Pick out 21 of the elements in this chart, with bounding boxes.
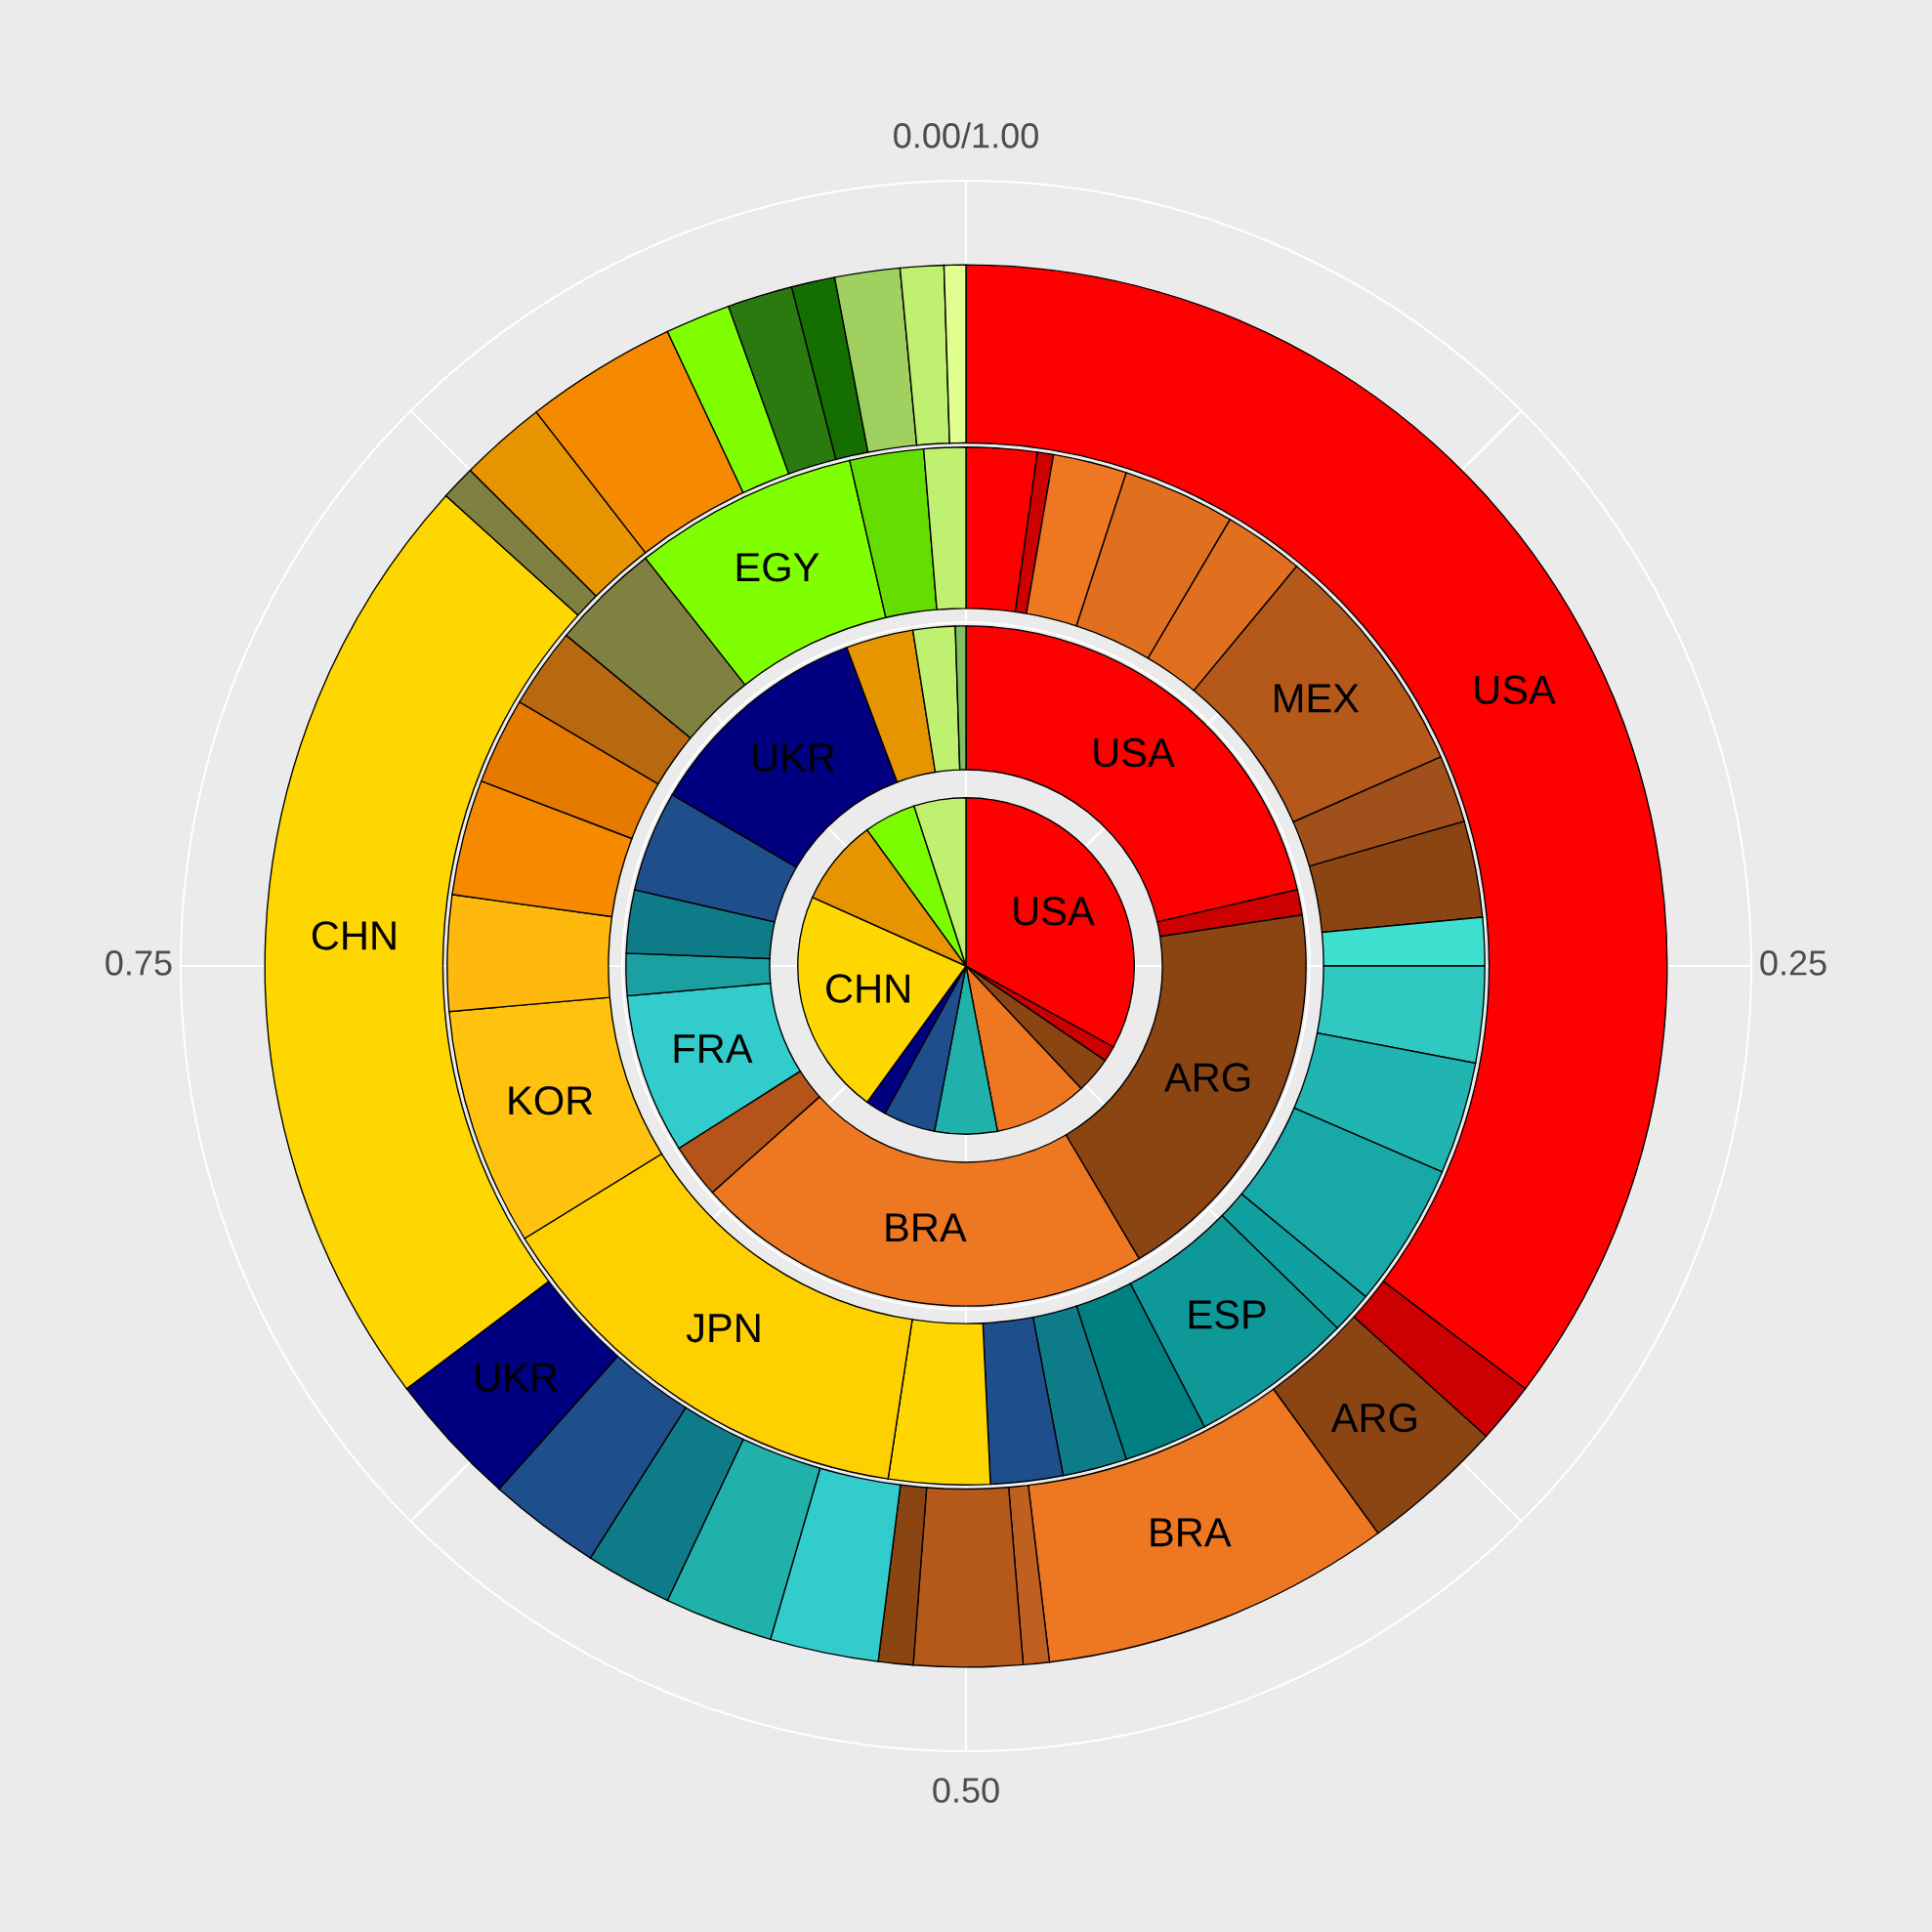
text: 0.75 xyxy=(105,950,172,976)
data-label: BRA xyxy=(886,1213,967,1242)
data-label: KOR xyxy=(509,1085,593,1115)
data-label: MEX xyxy=(1275,684,1360,713)
data-label: USA xyxy=(1475,675,1556,704)
data-label: FRA xyxy=(674,1034,753,1063)
data-label: UKR xyxy=(753,743,835,773)
data-label: CHN xyxy=(312,921,396,950)
data-label: JPN xyxy=(686,1314,760,1343)
data-label: USA xyxy=(1014,897,1095,926)
data-label: UKR xyxy=(476,1363,558,1392)
text: 0.50 xyxy=(933,1778,999,1803)
data-label: CHN xyxy=(826,974,909,1003)
text: 0.25 xyxy=(1760,950,1827,976)
data-label: EGY xyxy=(736,552,819,582)
data-label: USA xyxy=(1094,737,1175,768)
text: 0.00/1.00 xyxy=(894,122,1038,148)
data-label: ARG xyxy=(1164,1063,1250,1092)
data-label: ARG xyxy=(1330,1403,1416,1433)
data-label: ESP xyxy=(1189,1300,1266,1329)
data-label: BRA xyxy=(1151,1518,1232,1547)
